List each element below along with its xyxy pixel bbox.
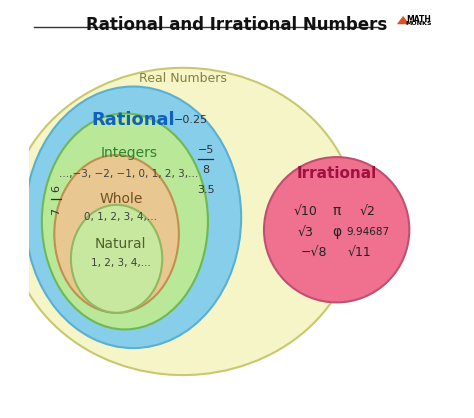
Text: Irrational: Irrational [297, 166, 377, 181]
Ellipse shape [25, 87, 241, 348]
Text: √3: √3 [298, 225, 313, 238]
Text: MONKS: MONKS [406, 21, 432, 26]
Text: −√8: −√8 [301, 246, 327, 259]
Text: φ: φ [332, 225, 341, 239]
Text: Rational: Rational [91, 111, 175, 129]
Polygon shape [397, 16, 410, 24]
Ellipse shape [55, 155, 179, 313]
Text: 6: 6 [51, 185, 61, 192]
Text: 9.94687: 9.94687 [346, 227, 389, 237]
Text: √10: √10 [293, 204, 318, 218]
Text: −0.25: −0.25 [174, 115, 209, 125]
Text: 8: 8 [202, 166, 210, 176]
Text: √2: √2 [360, 204, 376, 218]
Text: 1, 2, 3, 4,...: 1, 2, 3, 4,... [91, 258, 151, 268]
Ellipse shape [9, 68, 357, 375]
Text: Real Numbers: Real Numbers [139, 72, 227, 85]
Text: 3.5: 3.5 [197, 185, 215, 195]
Text: ...,−3, −2, −1, 0, 1, 2, 3,...: ...,−3, −2, −1, 0, 1, 2, 3,... [59, 169, 199, 179]
Text: Whole: Whole [99, 191, 142, 206]
Text: Natural: Natural [95, 237, 146, 251]
Ellipse shape [42, 114, 208, 329]
Text: Rational and Irrational Numbers: Rational and Irrational Numbers [86, 16, 388, 34]
Text: MATH: MATH [406, 15, 431, 24]
Circle shape [264, 157, 410, 303]
Text: 7: 7 [51, 207, 61, 214]
Text: π: π [332, 204, 341, 218]
Text: −5: −5 [198, 145, 214, 155]
Ellipse shape [71, 205, 162, 313]
Text: √11: √11 [347, 246, 371, 259]
Text: 0, 1, 2, 3, 4,...: 0, 1, 2, 3, 4,... [84, 212, 157, 222]
Text: Integers: Integers [100, 146, 157, 160]
